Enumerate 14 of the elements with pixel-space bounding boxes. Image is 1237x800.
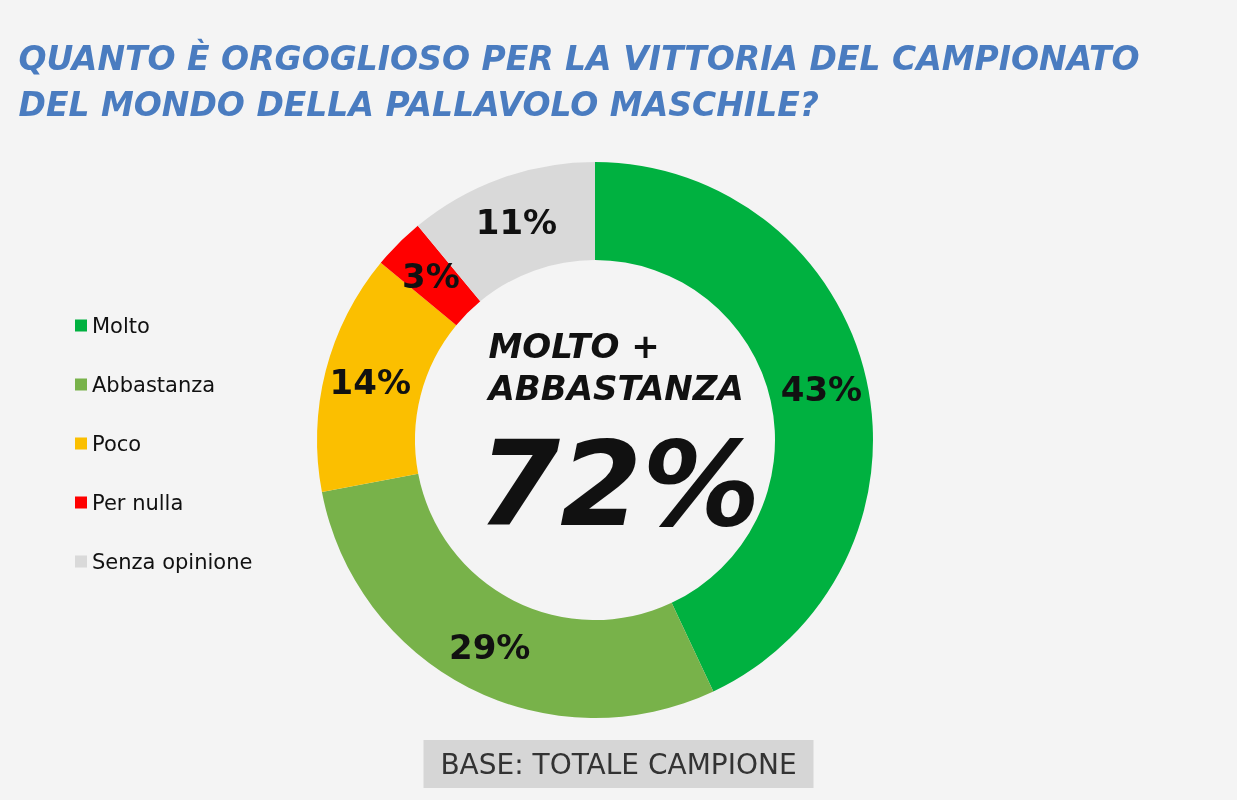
data-label: 11% — [475, 201, 558, 242]
legend-label: Molto — [92, 313, 150, 338]
text: MOLTO + ABBASTANZA — [485, 326, 744, 408]
data-label: 43% — [780, 369, 863, 410]
legend-label: Senza opinione — [92, 549, 253, 574]
data-label: 14% — [329, 362, 411, 403]
legend-label: Per nulla — [92, 490, 184, 515]
text: BASE: TOTALE CAMPIONE — [440, 747, 797, 781]
chart-title: QUANTO È ORGOGLIOSO PER LA VITTORIA DEL CAMPIONATO DEL MONDO DELLA PALLAVOLO MASCHILE? — [18, 37, 1152, 124]
data-label: 29% — [448, 626, 531, 667]
legend-label: Abbastanza — [92, 372, 216, 397]
text: 72% — [478, 415, 761, 553]
data-label: 3% — [402, 255, 460, 296]
legend-label: Poco — [92, 431, 142, 456]
